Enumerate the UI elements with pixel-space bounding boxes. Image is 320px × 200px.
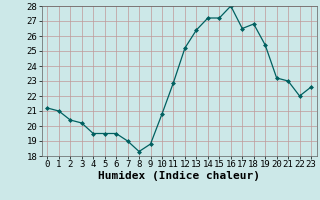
X-axis label: Humidex (Indice chaleur): Humidex (Indice chaleur) — [98, 171, 260, 181]
